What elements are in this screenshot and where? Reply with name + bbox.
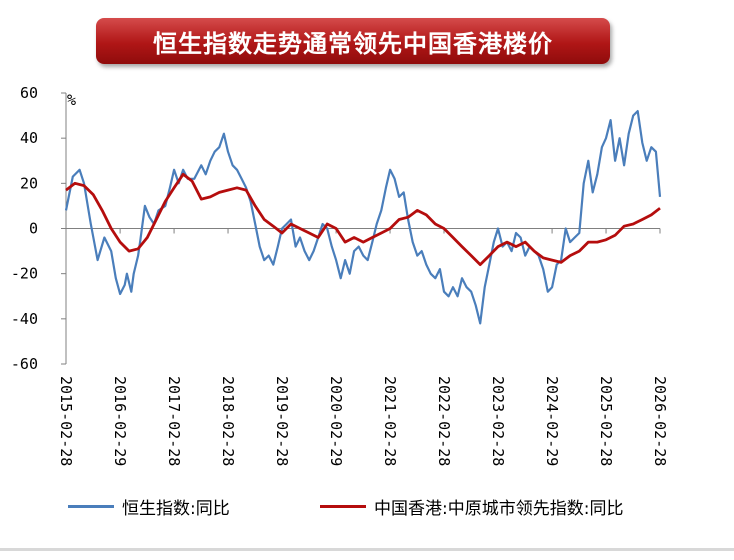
bottom-divider: [0, 548, 734, 551]
legend-item-cci: 中国香港:中原城市领先指数:同比: [320, 494, 623, 519]
y-tick-label: -60: [11, 355, 38, 373]
chart-title: 恒生指数走势通常领先中国香港楼价: [153, 29, 553, 58]
legend: 恒生指数:同比 中国香港:中原城市领先指数:同比: [0, 494, 734, 526]
y-tick-label: -20: [11, 265, 38, 283]
legend-swatch-cci: [320, 505, 366, 508]
x-tick-label: 2026-02-28: [651, 376, 669, 466]
legend-label-hsi: 恒生指数:同比: [122, 499, 230, 519]
y-tick-label: 40: [20, 129, 38, 147]
series-line-hsi: [64, 109, 662, 325]
legend-item-hsi: 恒生指数:同比: [68, 494, 230, 519]
x-tick-label: 2016-02-29: [111, 376, 129, 466]
x-tick-label: 2023-02-28: [489, 376, 507, 466]
series-line-cci: [65, 172, 661, 267]
y-tick-label: -40: [11, 310, 38, 328]
y-tick-label: 0: [29, 220, 38, 238]
legend-label-cci: 中国香港:中原城市领先指数:同比: [374, 499, 624, 519]
x-tick-label: 2024-02-29: [543, 376, 561, 466]
y-unit-label: %: [67, 91, 76, 109]
x-tick-label: 2015-02-28: [57, 376, 75, 466]
x-tick-label: 2021-02-28: [381, 376, 399, 466]
line-chart: 60 40 20 0 -20 -40 -60% 2015-02-28 2016-02-29 201…: [11, 84, 669, 466]
series-lines: [64, 109, 662, 325]
legend-swatch-hsi: [68, 505, 114, 508]
chart-title-banner: 恒生指数走势通常领先中国香港楼价: [96, 18, 610, 64]
y-tick-label: 20: [20, 174, 38, 192]
x-tick-label: 2017-02-28: [165, 376, 183, 466]
y-tick-label: 60: [20, 84, 38, 102]
x-tick-label: 2019-02-28: [273, 376, 291, 466]
x-tick-label: 2025-02-28: [597, 376, 615, 466]
x-tick-label: 2020-02-29: [327, 376, 345, 466]
axes: [61, 92, 661, 365]
tick-labels: 60 40 20 0 -20 -40 -60% 2015-02-28 2016-02-29 201…: [11, 84, 669, 466]
x-tick-label: 2018-02-28: [219, 376, 237, 466]
x-tick-label: 2022-02-28: [435, 376, 453, 466]
